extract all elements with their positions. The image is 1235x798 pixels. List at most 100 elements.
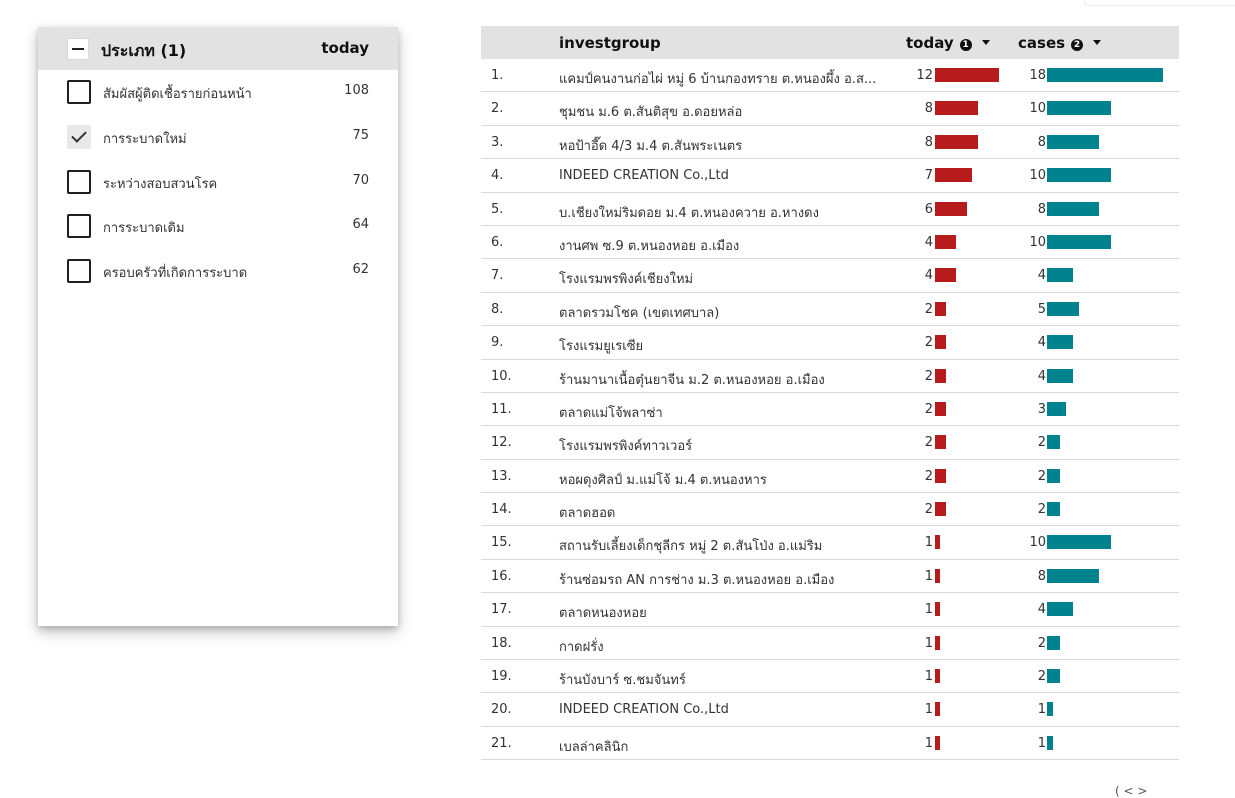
- filter-column-header[interactable]: today: [321, 39, 369, 57]
- table-row[interactable]: 21. เบลล่าคลินิก 1 1: [481, 727, 1179, 761]
- row-cases-value: 3: [1037, 401, 1046, 417]
- table-row[interactable]: 12. โรงแรมพรพิงค์ทาวเวอร์ 2 2: [481, 426, 1179, 460]
- row-index: 16.: [491, 568, 512, 584]
- col-header-cases[interactable]: cases 2: [1018, 34, 1102, 52]
- filter-item-label: การระบาดเดิม: [103, 221, 185, 237]
- table-row[interactable]: 3. หอป้าอี๊ด 4/3 ม.4 ต.สันพระเนตร 8 8: [481, 126, 1179, 160]
- row-cases-value: 18: [1029, 68, 1046, 83]
- collapse-toggle-icon[interactable]: [67, 38, 89, 60]
- table-row[interactable]: 14. ตลาดฮอด 2 2: [481, 493, 1179, 527]
- today-bar: [935, 101, 978, 116]
- pagination-fragment[interactable]: ( < >: [1115, 786, 1155, 798]
- row-index: 2.: [491, 101, 504, 117]
- table-row[interactable]: 13. หอผดุงศิลป์ ม.แม่โจ้ ม.4 ต.หนองหาร 2 2: [481, 460, 1179, 494]
- cases-bar: [1047, 502, 1060, 517]
- filter-item-label: ระหว่างสอบสวนโรค: [103, 176, 218, 192]
- row-today-value: 2: [924, 401, 933, 417]
- sort-caret-icon[interactable]: [981, 40, 990, 45]
- row-today-value: 2: [924, 335, 933, 351]
- filter-item[interactable]: การระบาดใหม่ 75: [38, 115, 398, 159]
- today-bar: [935, 602, 940, 617]
- cases-bar: [1047, 368, 1073, 383]
- table-row[interactable]: 8. ตลาดรวมโชค (เขตเทศบาล) 2 5: [481, 293, 1179, 327]
- today-bar: [935, 568, 940, 583]
- row-today-value: 1: [924, 568, 933, 584]
- col-header-today[interactable]: today 1: [906, 34, 990, 52]
- filter-item-label: ครอบครัวที่เกิดการระบาด: [103, 266, 248, 282]
- today-bar: [935, 368, 946, 383]
- col-header-investgroup[interactable]: investgroup: [559, 34, 661, 52]
- checkbox[interactable]: [67, 80, 91, 104]
- info-2-icon[interactable]: 2: [1071, 39, 1084, 51]
- table-row[interactable]: 15. สถานรับเลี้ยงเด็กชุลีกร หมู่ 2 ต.สันโ…: [481, 526, 1179, 560]
- table-row[interactable]: 10. ร้านมานาเนื้อตุ๋นยาจีน ม.2 ต.หนองหอย …: [481, 360, 1179, 393]
- pagination-text: ( < >: [1115, 786, 1148, 798]
- table-row[interactable]: 16. ร้านซ่อมรถ AN การช่าง ม.3 ต.หนองหอย อ…: [481, 560, 1179, 594]
- row-today-value: 4: [924, 234, 933, 250]
- cases-bar: [1047, 669, 1060, 684]
- row-cases-value: 10: [1029, 535, 1046, 551]
- checkbox[interactable]: [67, 259, 91, 284]
- table-row[interactable]: 6. งานศพ ซ.9 ต.หนองหอย อ.เมือง 4 10: [481, 226, 1179, 260]
- row-cases-value: 5: [1037, 301, 1046, 317]
- cases-bar: [1047, 468, 1060, 483]
- row-index: 13.: [491, 468, 512, 484]
- row-index: 8.: [491, 301, 504, 317]
- table-row[interactable]: 5. บ.เชียงใหม่ริมดอย ม.4 ต.หนองควาย อ.หาง…: [481, 193, 1179, 226]
- filter-item-count: 62: [352, 262, 369, 278]
- table-body: 1. แคมป์คนงานก่อไผ่ หมู่ 6 บ้านกองทราย ต.…: [481, 59, 1179, 761]
- checked-checkbox[interactable]: [67, 124, 91, 149]
- row-cases-value: 4: [1037, 268, 1046, 284]
- info-1-icon[interactable]: 1: [959, 39, 972, 51]
- row-cases-value: 10: [1029, 101, 1046, 117]
- filter-item[interactable]: ครอบครัวที่เกิดการระบาด 62: [38, 249, 398, 293]
- row-index: 5.: [491, 201, 504, 217]
- table-row[interactable]: 17. ตลาดหนองหอย 1 4: [481, 593, 1179, 627]
- col-header-cases-label: cases: [1018, 34, 1066, 52]
- filter-item[interactable]: สัมผัสผู้ติดเชื้อรายก่อนหน้า 108: [38, 70, 398, 114]
- row-today-value: 2: [924, 301, 933, 317]
- row-index: 6.: [491, 234, 504, 250]
- table-row[interactable]: 11. ตลาดแม่โจ้พลาซ่า 2 3: [481, 393, 1179, 427]
- cases-bar: [1047, 68, 1163, 82]
- table-row[interactable]: 19. ร้านบังบาร์ ซ.ชมจันทร์ 1 2: [481, 660, 1179, 694]
- cases-bar: [1047, 301, 1079, 316]
- row-investgroup: กาดฝรั่ง: [559, 639, 604, 655]
- checkbox[interactable]: [67, 214, 91, 239]
- cases-bar: [1047, 568, 1099, 583]
- row-index: 11.: [491, 401, 512, 417]
- table-row[interactable]: 18. กาดฝรั่ง 1 2: [481, 627, 1179, 661]
- today-bar: [935, 468, 946, 483]
- filter-item-count: 108: [344, 83, 369, 98]
- row-cases-value: 4: [1037, 368, 1046, 384]
- row-cases-value: 2: [1037, 635, 1046, 651]
- row-investgroup: สถานรับเลี้ยงเด็กชุลีกร หมู่ 2 ต.สันโป่ง…: [559, 539, 823, 555]
- row-today-value: 8: [924, 134, 933, 150]
- filter-item[interactable]: ระหว่างสอบสวนโรค 70: [38, 160, 398, 204]
- table-row[interactable]: 9. โรงแรมยูเรเซีย 2 4: [481, 326, 1179, 360]
- row-cases-value: 4: [1037, 335, 1046, 351]
- row-investgroup: ตลาดแม่โจ้พลาซ่า: [559, 405, 663, 421]
- cases-bar: [1047, 635, 1060, 650]
- table-row[interactable]: 7. โรงแรมพรพิงค์เชียงใหม่ 4 4: [481, 259, 1179, 293]
- filter-item-count: 75: [352, 127, 369, 143]
- cases-bar: [1047, 702, 1053, 717]
- investgroup-table: investgroup today 1 cases 2 1. แคมป์คนงานก่…: [481, 26, 1179, 761]
- cases-bar: [1047, 735, 1053, 750]
- sort-caret-icon[interactable]: [1093, 40, 1102, 45]
- row-investgroup: โรงแรมพรพิงค์ทาวเวอร์: [559, 439, 693, 455]
- cases-bar: [1047, 535, 1111, 550]
- row-today-value: 6: [924, 201, 933, 217]
- today-bar: [935, 268, 956, 283]
- today-bar: [935, 702, 940, 717]
- checkbox[interactable]: [67, 169, 91, 194]
- row-cases-value: 8: [1037, 568, 1046, 584]
- table-row[interactable]: 20. INDEED CREATION Co.,Ltd 1 1: [481, 693, 1179, 727]
- filter-title: ประเภท (1): [101, 41, 187, 60]
- table-row[interactable]: 1. แคมป์คนงานก่อไผ่ หมู่ 6 บ้านกองทราย ต.…: [481, 59, 1179, 93]
- row-today-value: 2: [924, 368, 933, 384]
- filter-item[interactable]: การระบาดเดิม 64: [38, 204, 398, 248]
- table-row[interactable]: 4. INDEED CREATION Co.,Ltd 7 10: [481, 159, 1179, 193]
- table-row[interactable]: 2. ชุมชน ม.6 ต.สันติสุข อ.ดอยหล่อ 8 10: [481, 92, 1179, 126]
- row-today-value: 2: [924, 468, 933, 484]
